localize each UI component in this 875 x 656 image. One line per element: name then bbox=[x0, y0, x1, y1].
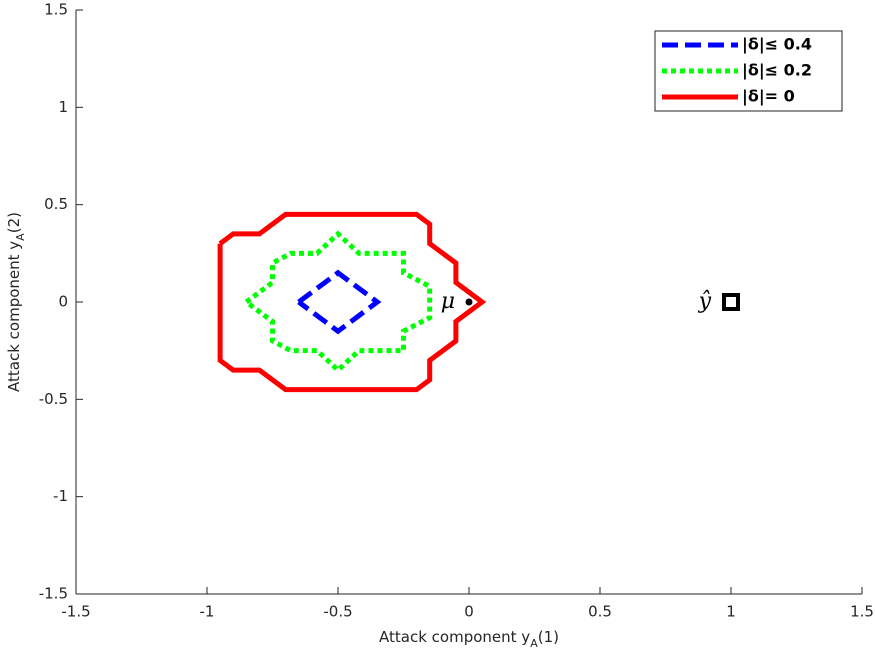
legend: |δ|≤ 0.4 |δ|≤ 0.2 |δ|= 0 bbox=[654, 30, 843, 112]
x-tick-label: -0.5 bbox=[323, 603, 352, 621]
y-tick-label: 0 bbox=[58, 293, 68, 311]
marker-label: ŷ bbox=[698, 289, 712, 314]
x-tick-label: 0 bbox=[464, 603, 474, 621]
x-tick-label: 1 bbox=[726, 603, 736, 621]
legend-label: |δ|≤ 0.4 bbox=[742, 35, 812, 55]
x-tick-label: -1.5 bbox=[61, 603, 90, 621]
xlabel-part: A bbox=[530, 637, 538, 650]
legend-label: |δ|≤ 0.2 bbox=[742, 61, 812, 81]
series-line bbox=[297, 269, 382, 335]
marker bbox=[465, 298, 473, 306]
ylabel-part: (2) bbox=[5, 212, 23, 233]
series-line bbox=[244, 230, 433, 374]
ylabel-label: Attack component yA(2) bbox=[5, 212, 27, 392]
marker bbox=[722, 293, 740, 311]
legend-label: |δ|= 0 bbox=[742, 87, 795, 107]
y-tick-label: 0.5 bbox=[44, 195, 68, 213]
ylabel-part: A bbox=[14, 233, 27, 241]
y-tick-label: -0.5 bbox=[39, 390, 68, 408]
y-tick-label: 1 bbox=[58, 98, 68, 116]
marker-label: μ bbox=[441, 289, 455, 314]
xlabel-part: (1) bbox=[538, 628, 559, 646]
xlabel-part: Attack component y bbox=[379, 628, 530, 646]
y-tick-label: -1 bbox=[53, 487, 68, 505]
y-tick-label: -1.5 bbox=[39, 585, 68, 603]
x-tick-label: -1 bbox=[200, 603, 215, 621]
x-tick-label: 1.5 bbox=[850, 603, 874, 621]
xlabel-label: Attack component yA(1) bbox=[379, 628, 559, 650]
ylabel-part: Attack component y bbox=[5, 241, 23, 392]
series-line bbox=[217, 211, 487, 393]
y-tick-label: 1.5 bbox=[44, 1, 68, 19]
x-tick-label: 0.5 bbox=[588, 603, 612, 621]
